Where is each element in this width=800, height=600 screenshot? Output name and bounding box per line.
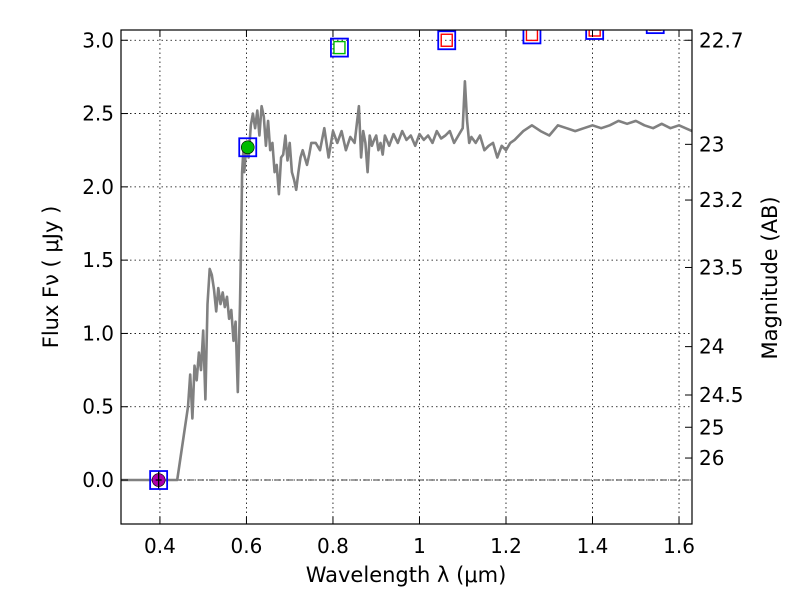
y2-tick-label: 26 [699,446,724,470]
filter-box [238,137,258,158]
filter-box [437,30,457,51]
filter-box [585,30,605,40]
y-tick-label: 2.5 [82,102,114,126]
magnitude-tick-labels: 22.7 23 23.2 23.5 24 24.5 25 26 [699,28,744,470]
y2-tick-label: 23 [699,132,724,156]
axis-ticks [121,30,692,524]
y-tick-label: 1.5 [82,248,114,272]
y-tick-label: 0.0 [82,468,114,492]
spectrum-series [121,80,692,482]
y2-tick-label: 24.5 [699,383,744,407]
model-point [649,30,662,31]
model-point [440,33,453,47]
model-point [525,30,539,42]
x-tick-label: 0.8 [317,534,349,558]
filter-box [645,30,665,35]
y2-tick-label: 23.5 [699,255,744,279]
x-tick-label: 1.4 [577,534,609,558]
x-axis-title: Wavelength λ (μm) [306,563,507,587]
photometry-points [149,30,665,490]
y-tick-label: 0.5 [82,395,114,419]
filter-box [149,470,169,490]
y2-tick-label: 23.2 [699,188,744,212]
filter-box [522,30,542,45]
filter-box [330,37,349,58]
y-axis-title: Flux Fν ( μJy ) [39,206,63,349]
x-tick-label: 0.4 [144,534,176,558]
y-tick-label: 3.0 [82,28,114,52]
model-point [333,40,346,55]
y-tick-label: 1.0 [82,321,114,345]
x-tick-label: 0.6 [231,534,263,558]
y-tick-label: 2.0 [82,175,114,199]
plot-frame [120,29,693,525]
x-tick-label: 1.2 [490,534,522,558]
y2-tick-label: 22.7 [699,28,744,52]
gridlines [121,30,692,524]
spectrum-line [121,80,692,482]
y2-tick-label: 24 [699,335,724,359]
x-tick-labels: 0.4 0.6 0.8 1 1.2 1.4 1.6 [144,534,695,558]
photometry-point [240,140,255,155]
model-point [588,30,601,37]
y2-axis-title: Magnitude (AB) [758,196,782,359]
y2-tick-label: 25 [699,415,724,439]
y-tick-labels: 0.0 0.5 1.0 1.5 2.0 2.5 3.0 [82,28,114,492]
x-tick-label: 1 [413,534,426,558]
x-tick-label: 1.6 [663,534,695,558]
